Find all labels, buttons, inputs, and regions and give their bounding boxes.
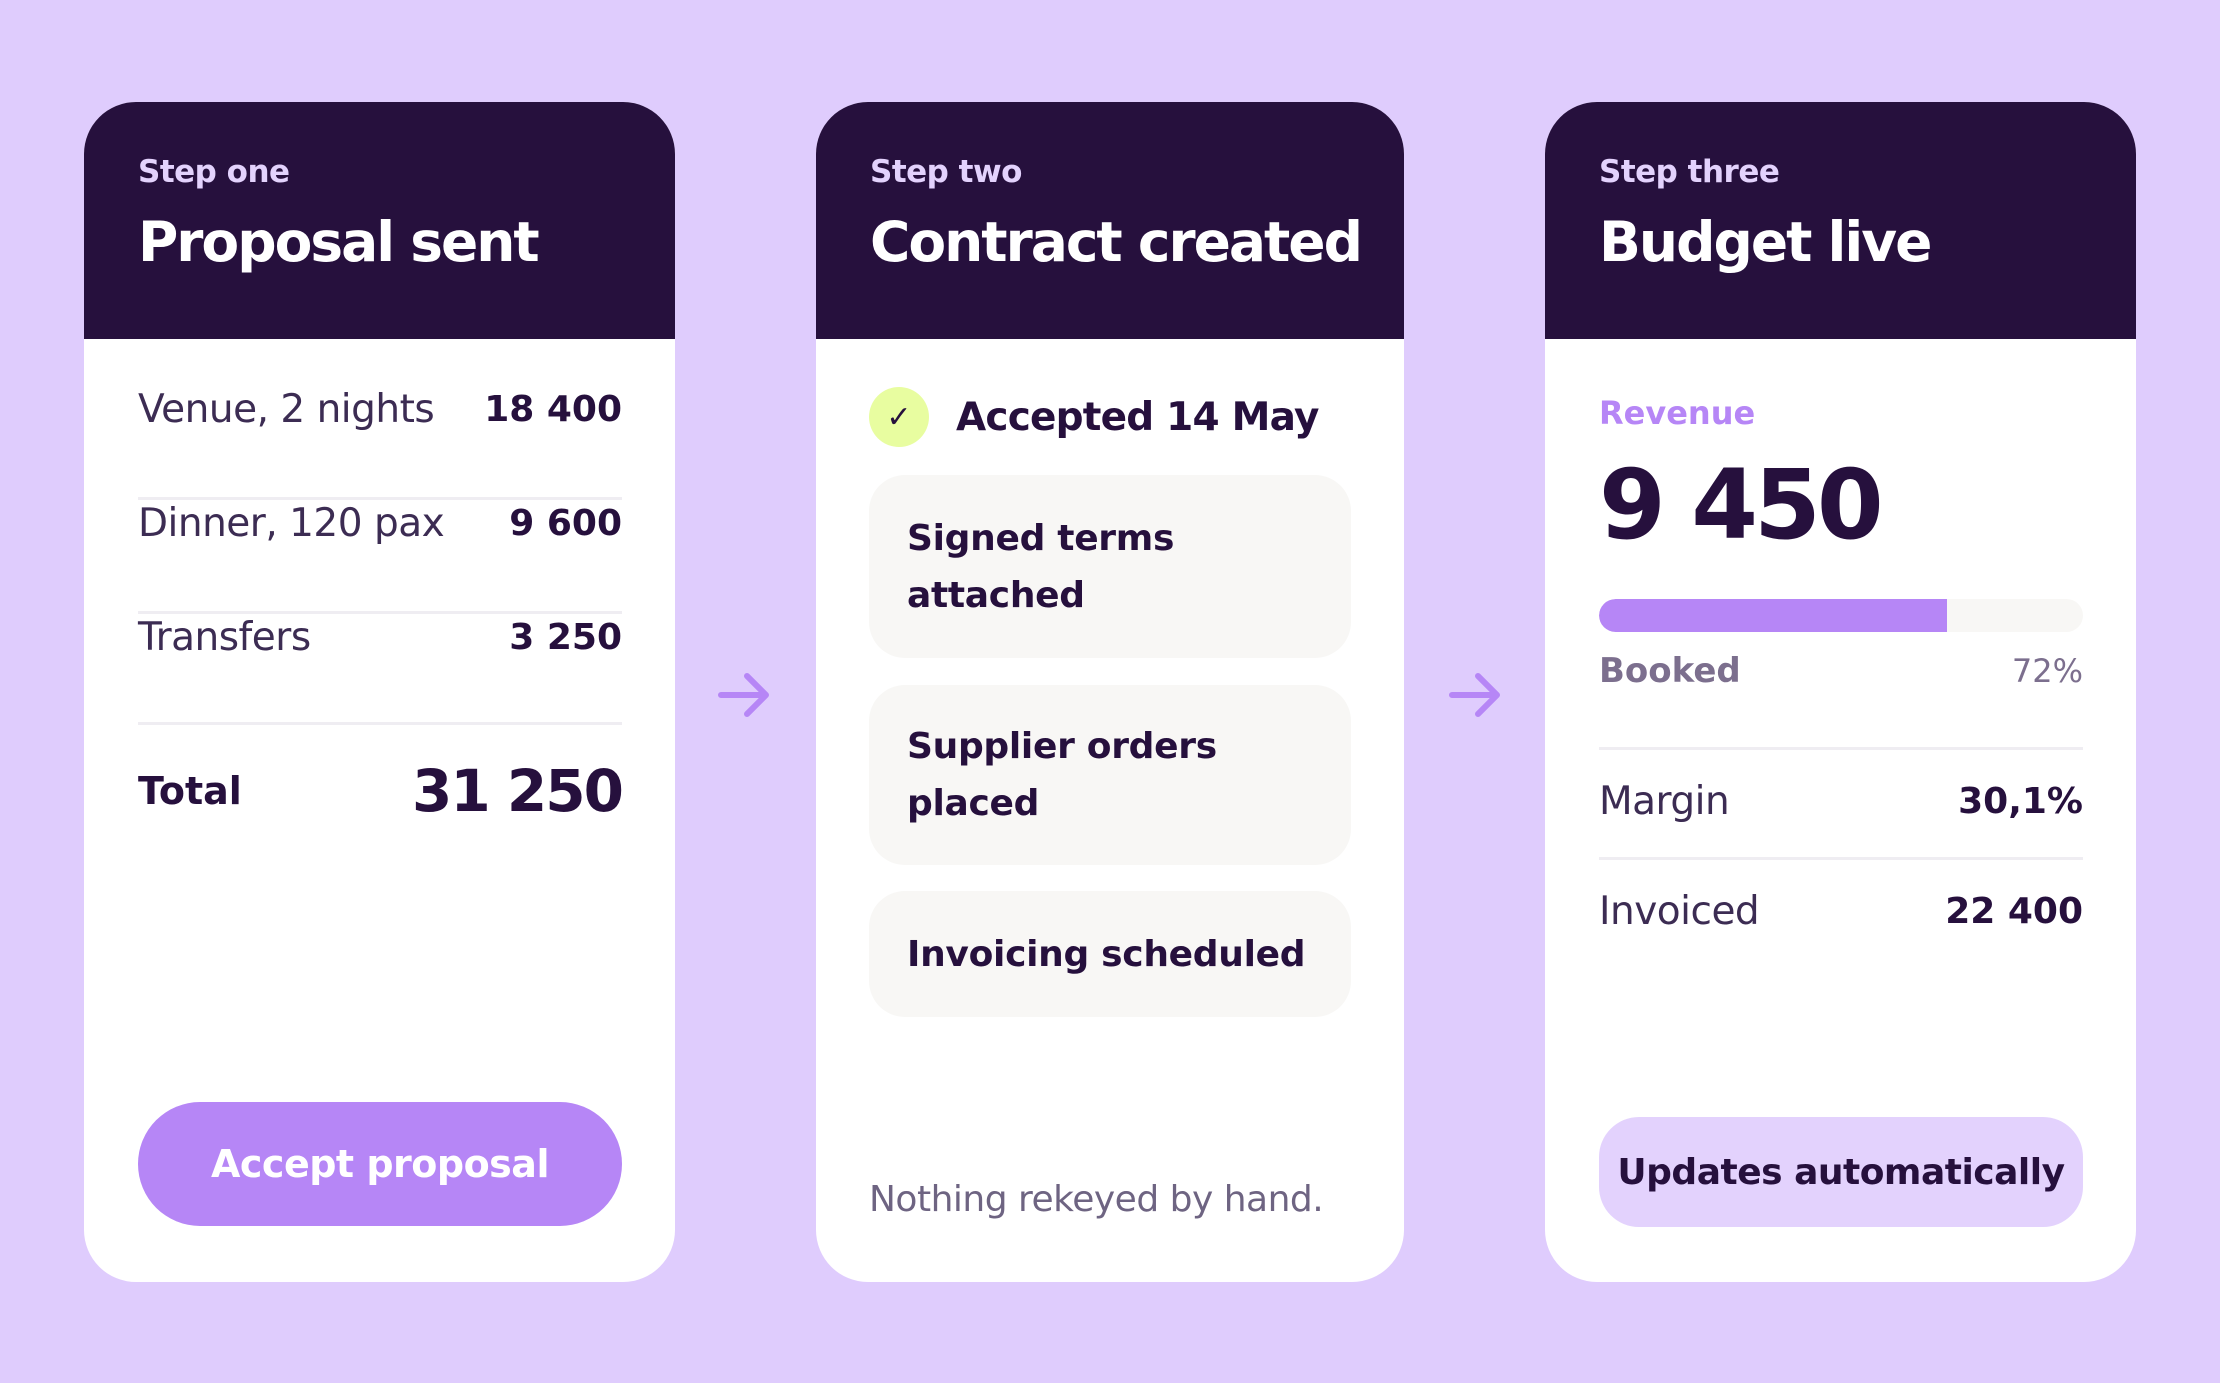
booked-progress-bar <box>1599 599 2083 632</box>
task-line: placed <box>907 783 1040 824</box>
accept-proposal-button[interactable]: Accept proposal <box>138 1102 622 1226</box>
booked-label: Booked <box>1599 651 1741 691</box>
proposal-card-body: Venue, 2 nights 18 400 Dinner, 120 pax 9… <box>84 339 675 1282</box>
line-item-amount: 9 600 <box>509 503 622 544</box>
divider <box>138 611 622 614</box>
booked-progress-fill <box>1599 599 1948 632</box>
updates-automatically-badge: Updates automatically <box>1599 1117 2083 1227</box>
metric-label: Invoiced <box>1599 889 1760 934</box>
budget-card-header: Step three Budget live <box>1545 102 2136 339</box>
step-label: Step two <box>870 154 1022 190</box>
line-item: Dinner, 120 pax 9 600 <box>138 501 622 546</box>
task-text: Invoicing scheduled <box>907 926 1306 983</box>
booked-percent: 72% <box>2011 652 2083 690</box>
task-text: Signed terms attached <box>907 510 1174 624</box>
divider <box>1599 747 2083 750</box>
task-line: Invoicing scheduled <box>907 933 1306 975</box>
revenue-value: 9 450 <box>1599 449 1884 561</box>
divider <box>138 497 622 500</box>
line-item-label: Venue, 2 nights <box>138 387 435 432</box>
line-item: Venue, 2 nights 18 400 <box>138 387 622 432</box>
line-item-label: Dinner, 120 pax <box>138 501 445 546</box>
card-title: Contract created <box>870 210 1363 274</box>
metric-value: 30,1% <box>1958 781 2083 822</box>
total-label: Total <box>138 769 242 813</box>
budget-card: Step three Budget live Revenue 9 450 Boo… <box>1545 102 2136 1282</box>
check-icon: ✓ <box>869 387 929 447</box>
divider <box>138 722 622 725</box>
metric-label: Margin <box>1599 779 1730 824</box>
task-item: Invoicing scheduled <box>869 891 1351 1017</box>
contract-card-header: Step two Contract created <box>816 102 1404 339</box>
line-item-amount: 3 250 <box>509 617 622 658</box>
arrow-right-icon <box>718 673 769 717</box>
contract-card-body: ✓ Accepted 14 May Signed terms attached … <box>816 339 1404 1282</box>
task-line: Supplier orders <box>907 726 1217 767</box>
metric-row: Invoiced 22 400 <box>1599 889 2083 934</box>
accepted-status: ✓ Accepted 14 May <box>869 387 1319 447</box>
revenue-label: Revenue <box>1599 394 1756 432</box>
divider <box>1599 857 2083 860</box>
line-item-amount: 18 400 <box>484 389 622 430</box>
metric-row: Margin 30,1% <box>1599 779 2083 824</box>
task-item: Signed terms attached <box>869 475 1351 658</box>
card-title: Budget live <box>1599 210 1932 274</box>
total-row: Total 31 250 <box>138 757 624 825</box>
card-title: Proposal sent <box>138 210 540 274</box>
line-item-label: Transfers <box>138 615 311 660</box>
task-item: Supplier orders placed <box>869 685 1351 865</box>
total-amount: 31 250 <box>412 757 624 825</box>
footnote: Nothing rekeyed by hand. <box>869 1179 1324 1220</box>
accepted-text: Accepted 14 May <box>956 394 1319 440</box>
proposal-card-header: Step one Proposal sent <box>84 102 675 339</box>
step-label: Step three <box>1599 154 1780 190</box>
task-line: attached <box>907 574 1085 616</box>
proposal-card: Step one Proposal sent Venue, 2 nights 1… <box>84 102 675 1282</box>
arrow-right-icon <box>1449 673 1500 717</box>
metric-value: 22 400 <box>1945 891 2083 932</box>
budget-card-body: Revenue 9 450 Booked 72% Margin 30,1% In… <box>1545 339 2136 1282</box>
task-line: Signed terms <box>907 517 1175 559</box>
booked-row: Booked 72% <box>1599 651 2083 691</box>
contract-card: Step two Contract created ✓ Accepted 14 … <box>816 102 1404 1282</box>
task-text: Supplier orders placed <box>907 718 1217 832</box>
step-label: Step one <box>138 154 290 190</box>
line-item: Transfers 3 250 <box>138 615 622 660</box>
